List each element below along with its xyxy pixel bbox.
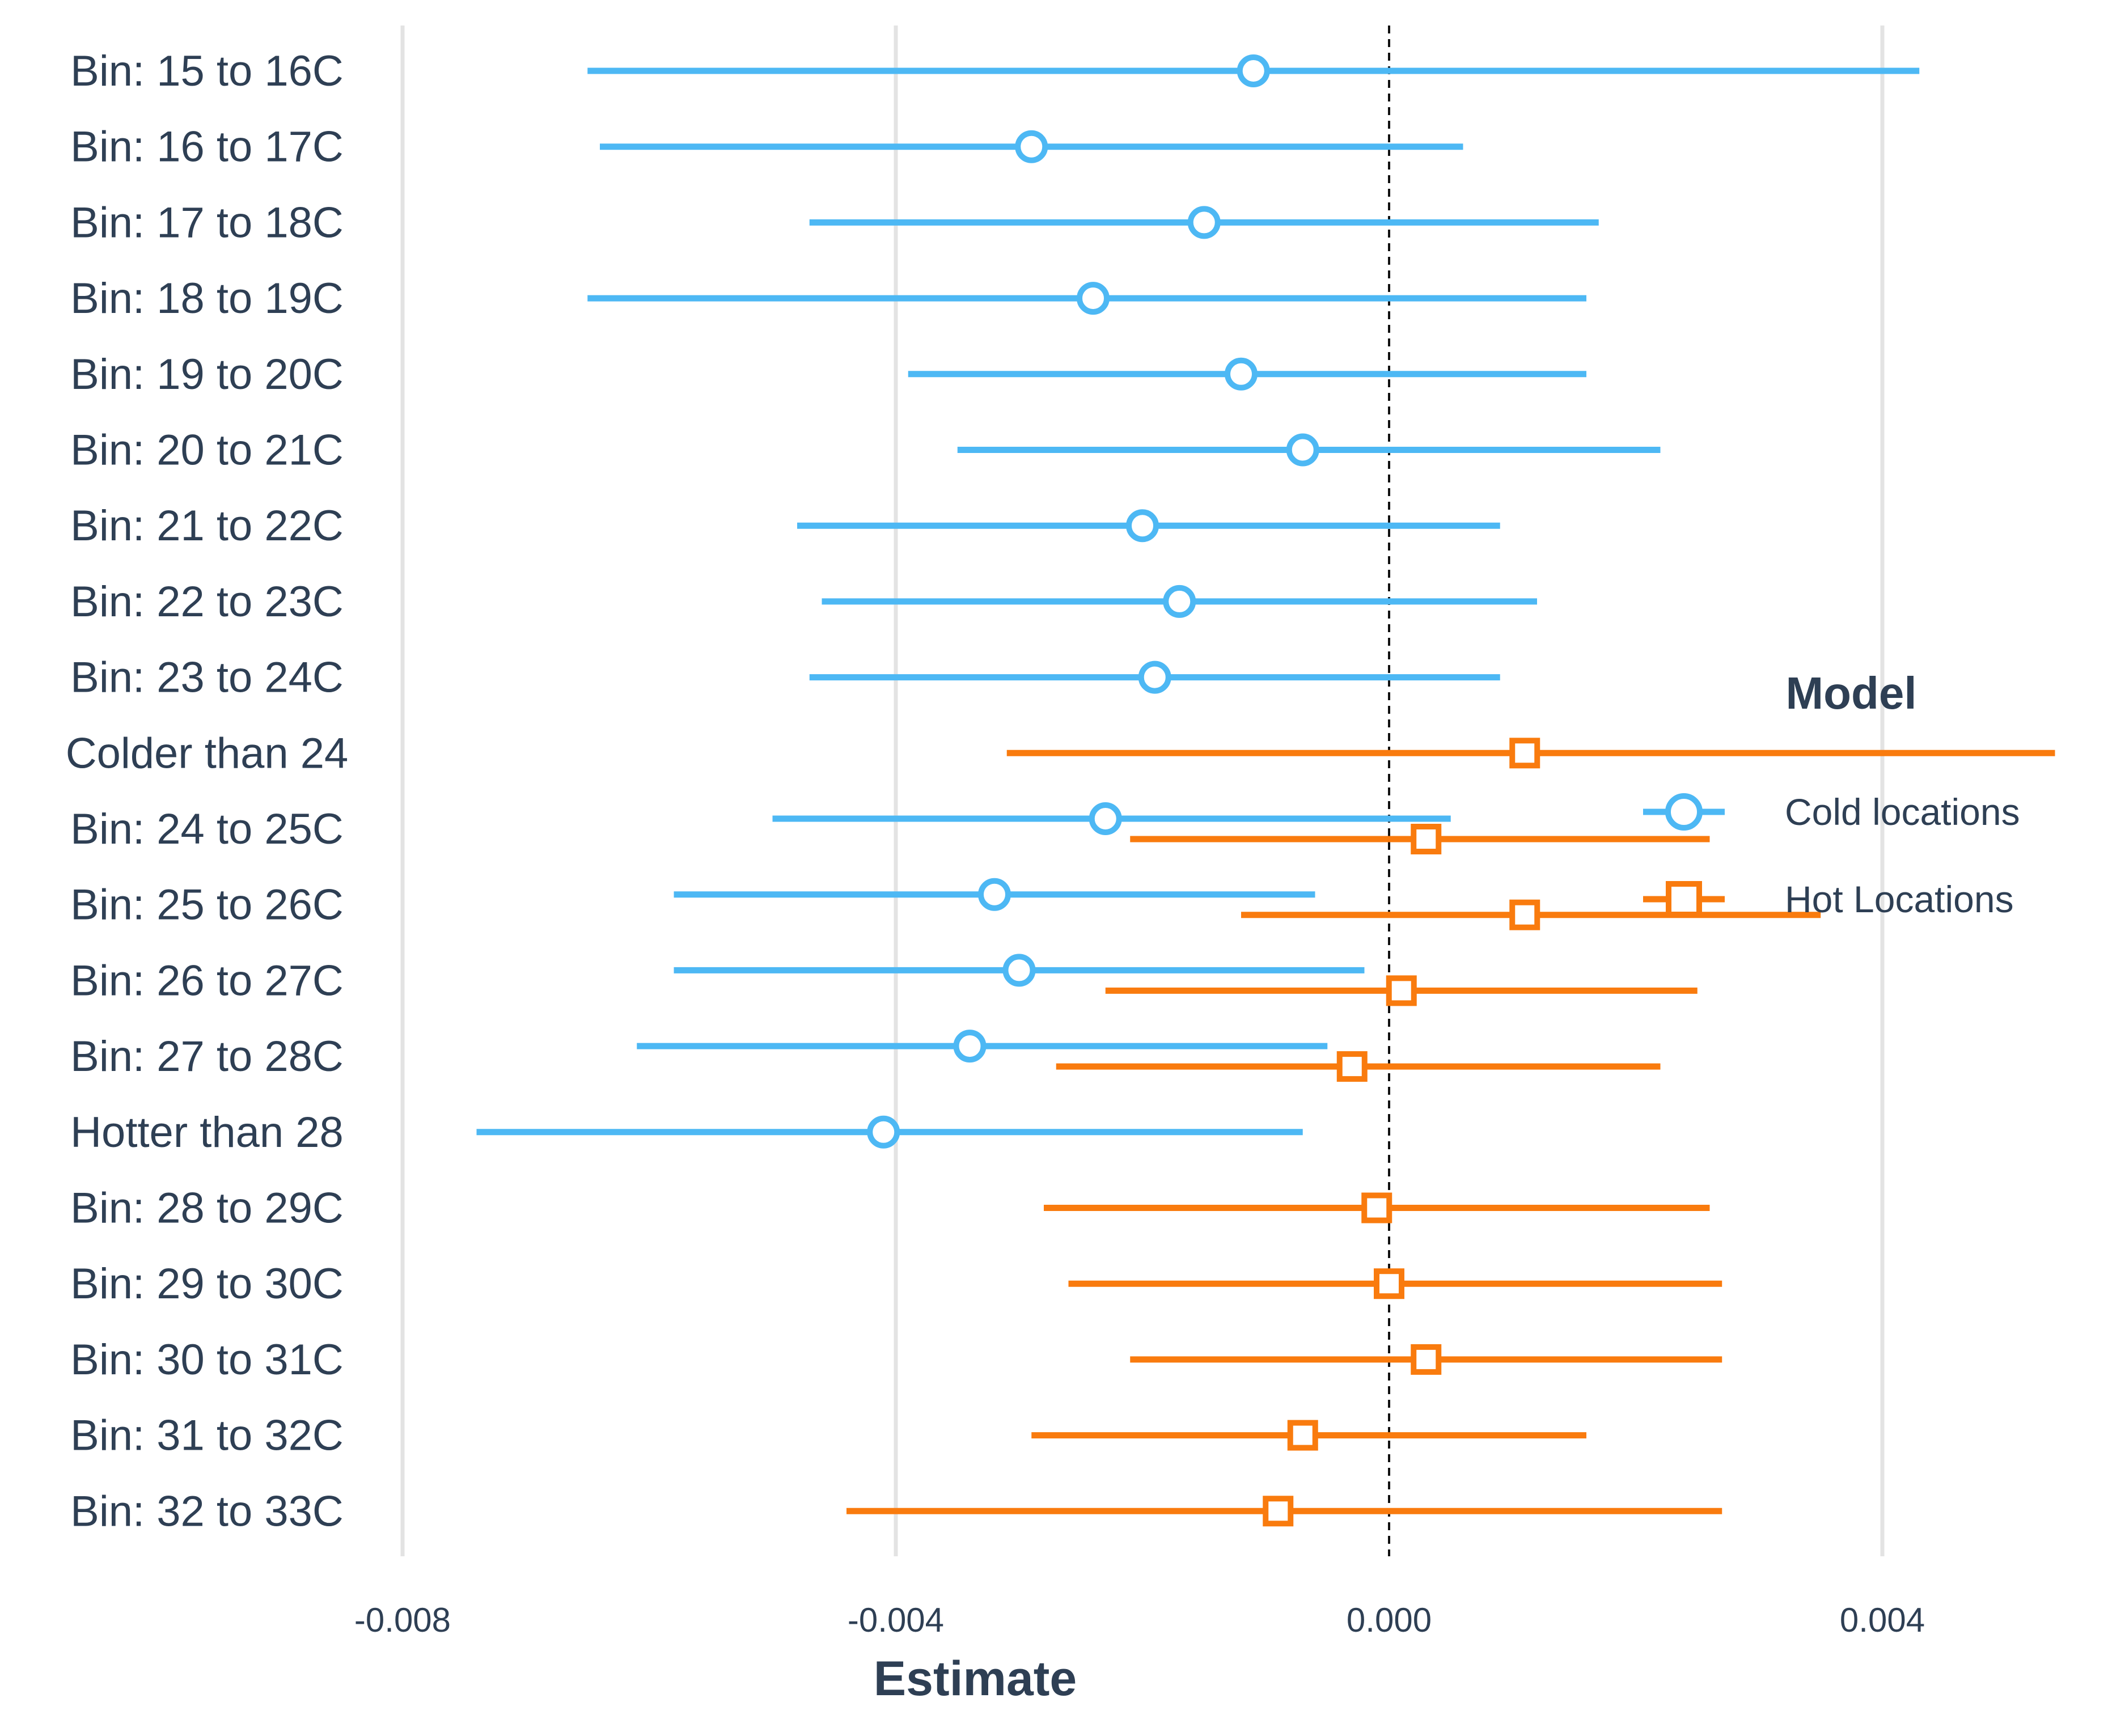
estimate-point [1138,660,1171,694]
estimate-point [1336,1051,1368,1082]
y-tick-label: Bin: 27 to 28C [70,1032,344,1081]
estimate-point [1509,899,1540,930]
y-tick-label: Bin: 23 to 24C [70,654,344,702]
y-tick-label: Bin: 25 to 26C [70,881,344,929]
grid-lines [400,26,1885,1556]
legend-item: Hot Locations [1643,878,2014,920]
estimate-point [1077,282,1110,315]
estimate-point [1126,509,1159,543]
x-axis: -0.008 -0.004 0.000 0.004 [354,1601,1925,1639]
estimate-point [1163,585,1196,618]
estimate-point [1002,954,1036,987]
y-tick-label: Bin: 24 to 25C [70,805,344,853]
y-tick-label: Bin: 30 to 31C [70,1336,344,1384]
estimate-point [1374,1268,1404,1299]
estimate-point [953,1030,987,1063]
x-axis-title: Estimate [874,1652,1077,1706]
legend: Model Cold locations Hot Locations [1643,668,2020,920]
y-tick-label: Bin: 19 to 20C [70,350,344,399]
legend-title: Model [1785,668,1916,718]
estimate-point [978,878,1011,911]
y-tick-label: Colder than 24 [66,729,349,777]
legend-square-marker [1666,881,1702,917]
estimate-point [1509,738,1540,769]
estimate-point [1187,206,1221,239]
x-tick-label: -0.008 [354,1601,451,1639]
estimate-point [1237,54,1270,87]
y-tick-label: Hotter than 28 [70,1108,344,1157]
y-tick-label: Bin: 16 to 17C [70,123,344,171]
y-tick-label: Bin: 17 to 18C [70,198,344,247]
estimate-point [1225,357,1258,391]
series-cold-locations [476,54,1920,1149]
estimate-point [1286,433,1319,467]
y-axis-labels: Bin: 15 to 16C Bin: 16 to 17C Bin: 17 to 1… [66,47,349,1535]
estimate-point [1411,824,1442,854]
legend-label: Hot Locations [1785,878,2014,920]
y-tick-label: Bin: 31 to 32C [70,1412,344,1460]
estimate-point [867,1115,900,1149]
x-tick-label: 0.000 [1347,1601,1432,1639]
estimate-point [1361,1192,1392,1223]
y-tick-label: Bin: 32 to 33C [70,1487,344,1535]
y-tick-label: Bin: 28 to 29C [70,1184,344,1233]
estimate-point [1015,130,1048,163]
series-layer [476,54,2055,1527]
legend-label: Cold locations [1785,791,2020,833]
x-tick-label: 0.004 [1840,1601,1925,1639]
y-tick-label: Bin: 26 to 27C [70,956,344,1005]
x-tick-label: -0.004 [848,1601,944,1639]
y-tick-label: Bin: 15 to 16C [70,47,344,95]
legend-circle-marker [1665,793,1703,831]
estimate-point [1263,1496,1294,1527]
estimate-point [1411,1344,1442,1375]
estimate-point [1287,1420,1318,1451]
y-tick-label: Bin: 20 to 21C [70,426,344,475]
y-tick-label: Bin: 29 to 30C [70,1260,344,1308]
y-tick-label: Bin: 18 to 19C [70,274,344,323]
y-tick-label: Bin: 21 to 22C [70,502,344,550]
y-tick-label: Bin: 22 to 23C [70,578,344,626]
estimate-point [1089,802,1122,835]
series-hot-locations [846,738,2055,1527]
legend-item: Cold locations [1643,791,2020,833]
estimate-point [1386,975,1417,1006]
